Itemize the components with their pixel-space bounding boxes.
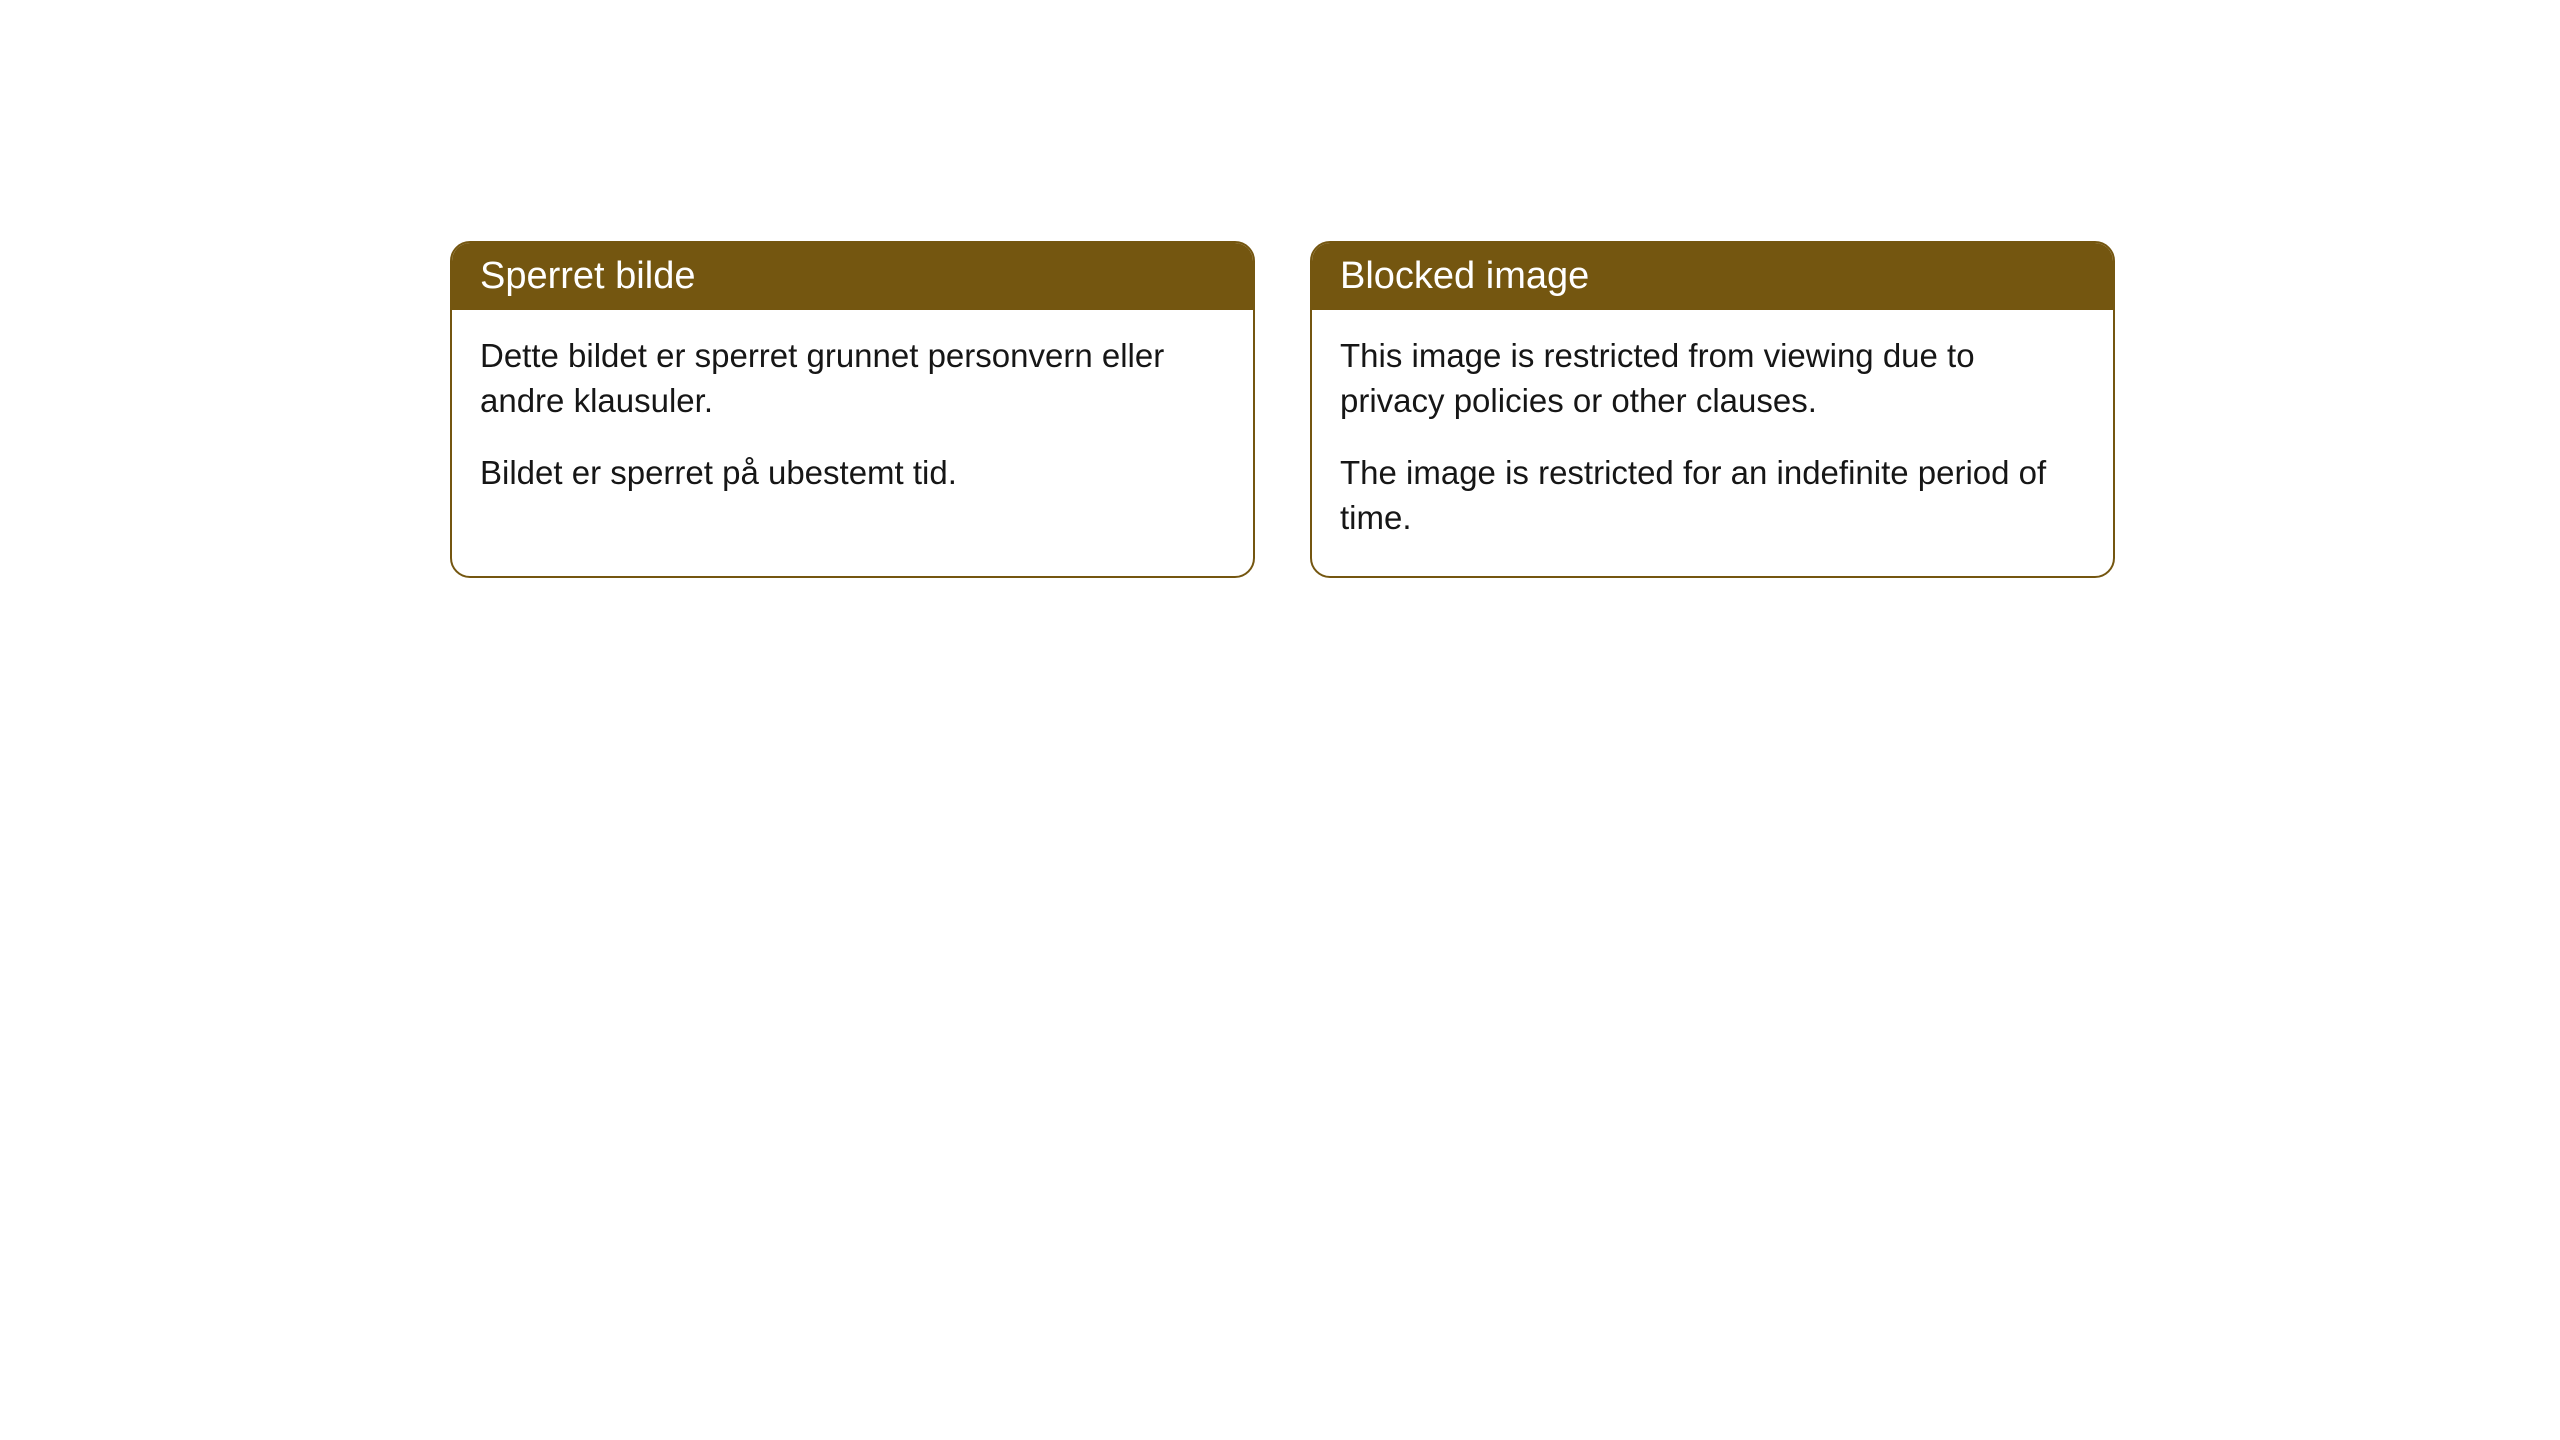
card-body-english: This image is restricted from viewing du… bbox=[1312, 310, 2113, 576]
card-paragraph: Dette bildet er sperret grunnet personve… bbox=[480, 334, 1225, 423]
card-header-english: Blocked image bbox=[1312, 243, 2113, 310]
card-title: Sperret bilde bbox=[480, 255, 695, 297]
card-title: Blocked image bbox=[1340, 255, 1589, 297]
card-body-norwegian: Dette bildet er sperret grunnet personve… bbox=[452, 310, 1253, 532]
card-header-norwegian: Sperret bilde bbox=[452, 243, 1253, 310]
blocked-image-card-norwegian: Sperret bilde Dette bildet er sperret gr… bbox=[450, 241, 1255, 578]
card-paragraph: The image is restricted for an indefinit… bbox=[1340, 451, 2085, 540]
card-paragraph: Bildet er sperret på ubestemt tid. bbox=[480, 451, 1225, 496]
card-paragraph: This image is restricted from viewing du… bbox=[1340, 334, 2085, 423]
info-cards-container: Sperret bilde Dette bildet er sperret gr… bbox=[450, 241, 2115, 578]
blocked-image-card-english: Blocked image This image is restricted f… bbox=[1310, 241, 2115, 578]
